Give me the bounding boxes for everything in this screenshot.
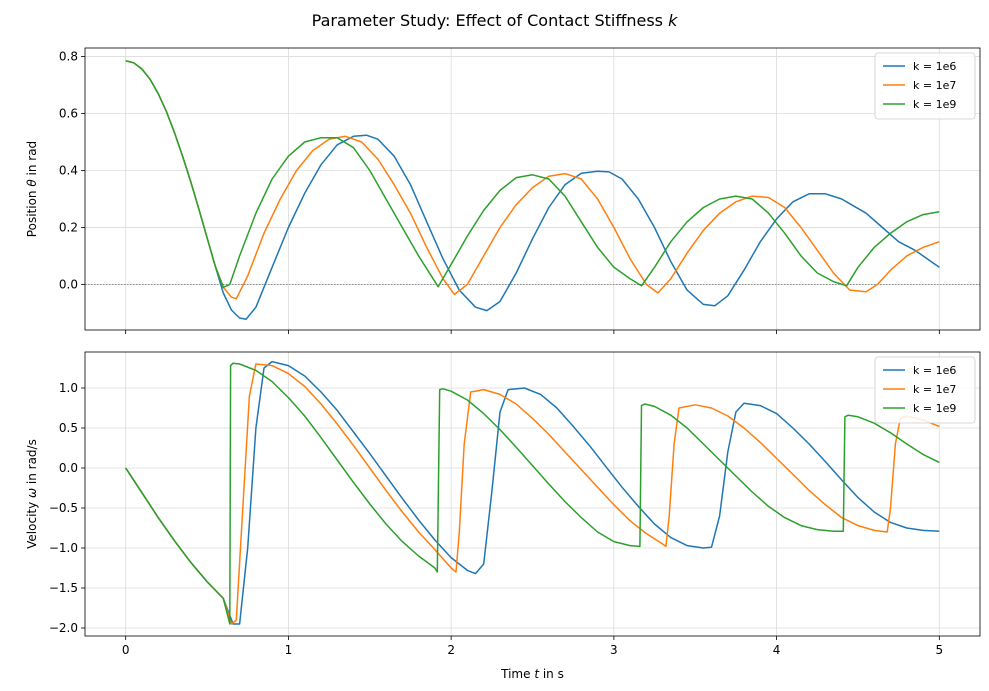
axes-frame [84,47,981,331]
series-line-k-1e7 [125,363,940,625]
y-tick-label: −2.0 [49,621,78,635]
legend: k = 1e6 k = 1e7 k = 1e9 [874,52,976,120]
y-tick-label: 0.5 [59,421,78,435]
x-tick-label: 2 [447,643,455,657]
legend-label: k = 1e6 [913,60,956,73]
y-tick-label: 1.0 [59,381,78,395]
y-axis-label: Velocity ω in rad/s [25,439,39,549]
series-line-k-1e6 [125,360,940,625]
axes-frame [84,351,981,637]
legend-label: k = 1e7 [913,79,956,92]
y-tick-label: 0.6 [59,107,78,121]
x-tick-label: 5 [935,643,943,657]
legend: k = 1e6 k = 1e7 k = 1e9 [874,356,976,424]
series-group [125,360,940,625]
x-tick-label: 0 [122,643,130,657]
y-tick-label: −1.0 [49,541,78,555]
velocity-plot: 0 1 2 3 4 5 −2.0 −1.5 −1.0 −0.5 0.0 0.5 1.0 Velocity … [25,351,981,681]
x-tick-label: 1 [285,643,293,657]
y-tick-label: 0.0 [59,461,78,475]
y-tick-label: 0.2 [59,220,78,234]
x-axis-label: Time t in s [500,667,564,681]
series-line-k-1e9 [125,362,940,625]
y-tick-label: 0.4 [59,163,78,177]
figure-title-text: Parameter Study: Effect of Contact Stiff… [312,11,668,30]
y-axis-label: Position θ in rad [25,141,39,237]
y-tick-label: 0.8 [59,50,78,64]
legend-label: k = 1e7 [913,383,956,396]
legend-label: k = 1e9 [913,402,956,415]
series-group [125,60,940,320]
legend-box [874,52,976,120]
legend-label: k = 1e6 [913,364,956,377]
y-tick-label: −1.5 [49,581,78,595]
legend-label: k = 1e9 [913,98,956,111]
figure-title: Parameter Study: Effect of Contact Stiff… [312,11,678,30]
y-tick-label: 0.0 [59,277,78,291]
x-tick-label: 3 [610,643,618,657]
series-line-k-1e9 [125,60,940,289]
y-tick-label: −0.5 [49,501,78,515]
figure-title-symbol: k [668,11,678,30]
legend-box [874,356,976,424]
x-tick-label: 4 [773,643,781,657]
